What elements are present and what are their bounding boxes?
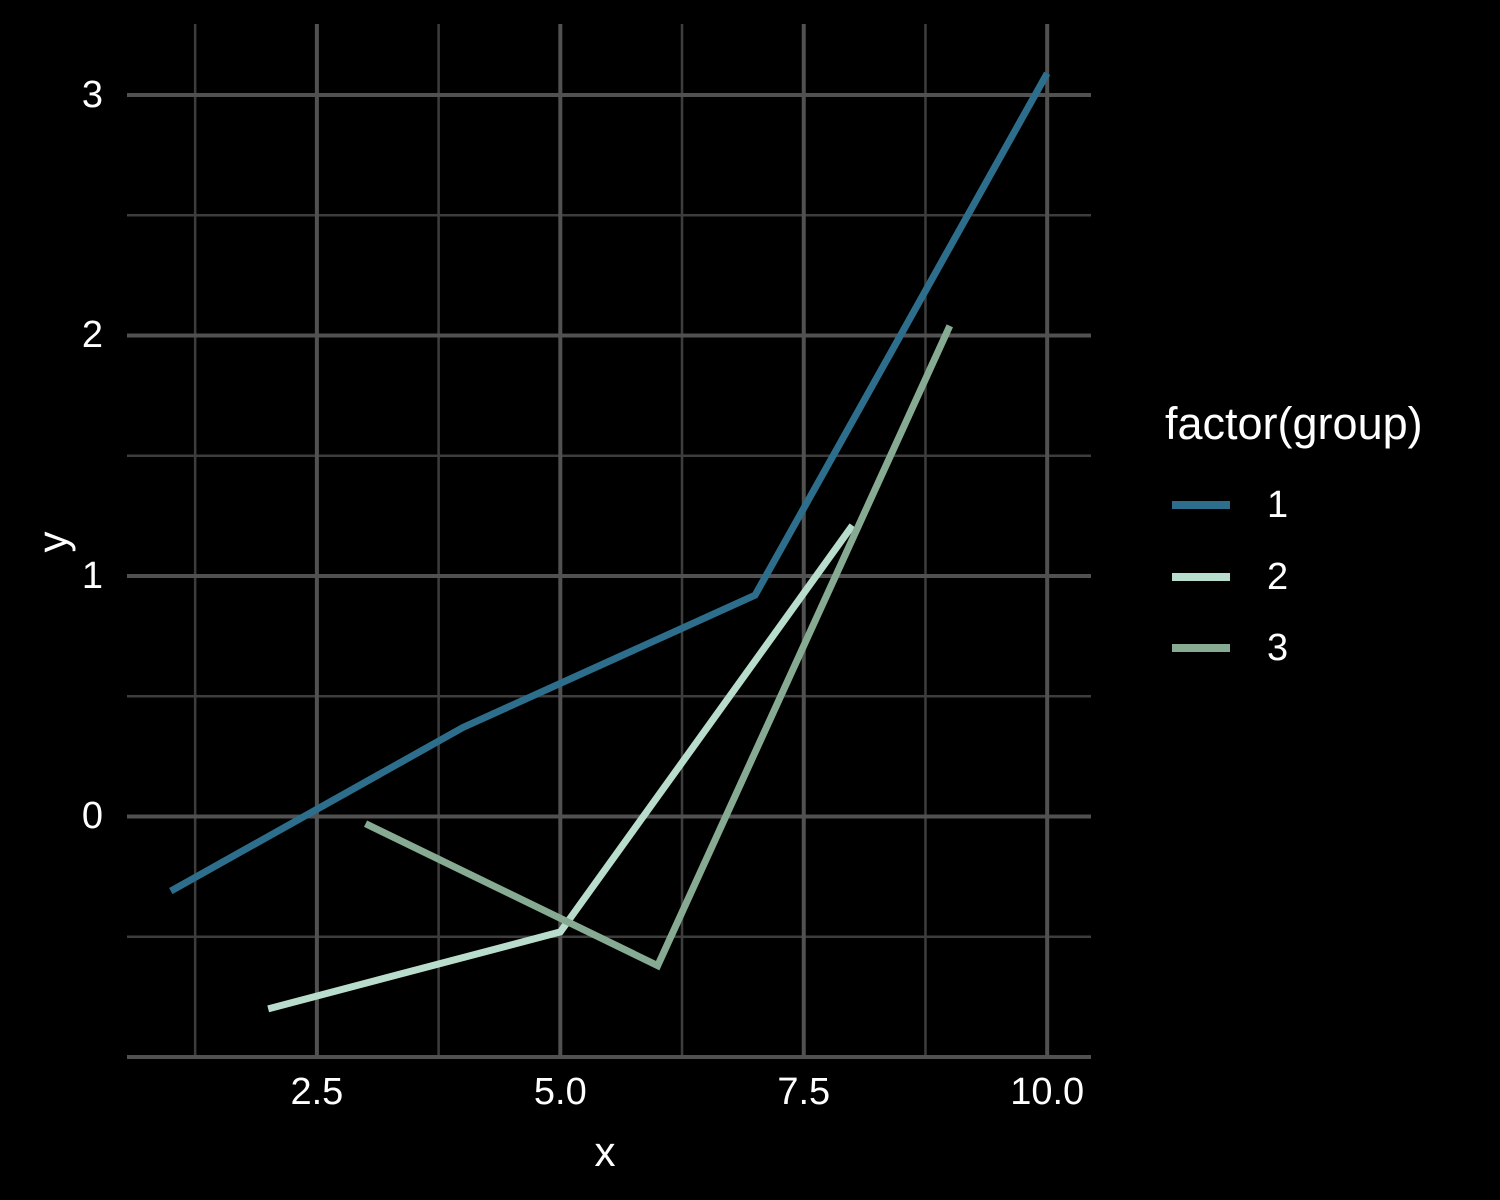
series-line-3 xyxy=(364,324,953,971)
x-axis-title: x xyxy=(594,1128,616,1175)
x-tick-label: 10.0 xyxy=(1010,1071,1085,1113)
series-line-2 xyxy=(267,523,856,1013)
legend-key-line-2 xyxy=(1172,572,1230,581)
x-tick-label: 7.5 xyxy=(777,1071,831,1113)
y-tick-label: 2 xyxy=(81,314,103,357)
legend-label-1: 1 xyxy=(1267,484,1289,526)
x-tick-label: 2.5 xyxy=(290,1071,344,1113)
y-axis-title: y xyxy=(29,531,76,553)
legend-label-2: 2 xyxy=(1267,555,1289,598)
legend-title: factor(group) xyxy=(1165,398,1423,449)
legend-label-3: 3 xyxy=(1267,627,1289,669)
x-tick-label: 5.0 xyxy=(533,1071,587,1113)
y-tick-label: 1 xyxy=(81,554,103,597)
series-line-1 xyxy=(169,71,1051,895)
y-tick-label: 0 xyxy=(81,795,103,838)
legend-key-line-1 xyxy=(1172,501,1230,509)
y-tick-label: 3 xyxy=(81,73,103,116)
legend-key-line-3 xyxy=(1172,644,1230,652)
